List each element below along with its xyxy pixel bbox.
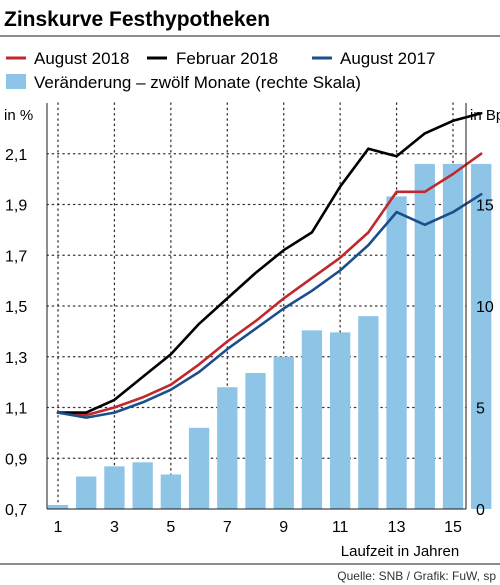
- bar-veraenderung: [132, 462, 153, 509]
- y-tick-left: 1,9: [5, 198, 27, 215]
- bar-veraenderung: [471, 163, 492, 509]
- axes: [46, 103, 467, 510]
- x-tick: 15: [444, 519, 462, 536]
- bar-veraenderung: [358, 316, 379, 509]
- legend-label-august-2018: August 2018: [34, 49, 129, 68]
- bar-veraenderung: [104, 466, 125, 509]
- y-tick-left: 1,5: [5, 299, 27, 316]
- y-tick-left: 1,3: [5, 350, 27, 367]
- x-tick: 3: [110, 519, 119, 536]
- line-august-2018: [56, 152, 483, 417]
- y-axis-right-label: in Bp: [470, 107, 500, 124]
- bar-veraenderung: [76, 476, 97, 509]
- bar-veraenderung: [160, 474, 182, 509]
- bar-veraenderung: [329, 332, 351, 509]
- legend-label-august-2017: August 2017: [340, 49, 435, 68]
- x-tick: 7: [223, 519, 232, 536]
- bar-veraenderung: [301, 330, 323, 509]
- bar-veraenderung: [47, 504, 69, 509]
- x-tick: 11: [332, 519, 349, 536]
- legend-label-veraenderung: Veränderung – zwölf Monate (rechte Skala…: [34, 73, 361, 92]
- line-februar-2018: [56, 111, 483, 414]
- line-august-2017: [56, 193, 483, 419]
- y-tick-right: 10: [476, 299, 494, 316]
- y-tick-left: 1,1: [5, 401, 27, 418]
- y-axis-left-label: in %: [4, 107, 33, 124]
- x-axis-label: Laufzeit in Jahren: [341, 543, 459, 560]
- y-tick-left: 1,7: [5, 248, 27, 265]
- legend-label-februar-2018: Februar 2018: [176, 49, 278, 68]
- bar-veraenderung: [386, 196, 407, 509]
- bar-veraenderung: [442, 163, 464, 509]
- x-tick: 5: [166, 519, 175, 536]
- y-tick-left: 0,9: [5, 451, 27, 468]
- bar-veraenderung: [245, 372, 266, 509]
- y-tick-left: 2,1: [5, 147, 27, 164]
- bar-veraenderung: [273, 356, 294, 509]
- bar-veraenderung: [188, 427, 210, 509]
- legend-swatch-veraenderung: [6, 74, 26, 89]
- y-tick-right: 15: [476, 198, 494, 215]
- y-tick-left: 0,7: [5, 502, 27, 519]
- line-series: [56, 111, 483, 419]
- y-tick-right: 5: [476, 401, 485, 418]
- source-credit: Quelle: SNB / Grafik: FuW, sp: [337, 569, 496, 583]
- x-tick: 1: [54, 519, 63, 536]
- bar-series: [47, 163, 492, 509]
- x-tick: 9: [279, 519, 288, 536]
- bar-veraenderung: [217, 387, 238, 509]
- chart-title: Zinskurve Festhypotheken: [4, 8, 270, 31]
- legend: August 2018 Februar 2018 August 2017 Ver…: [6, 49, 435, 92]
- y-tick-right: 0: [476, 502, 485, 519]
- bar-veraenderung: [414, 163, 435, 509]
- x-tick: 13: [388, 519, 406, 536]
